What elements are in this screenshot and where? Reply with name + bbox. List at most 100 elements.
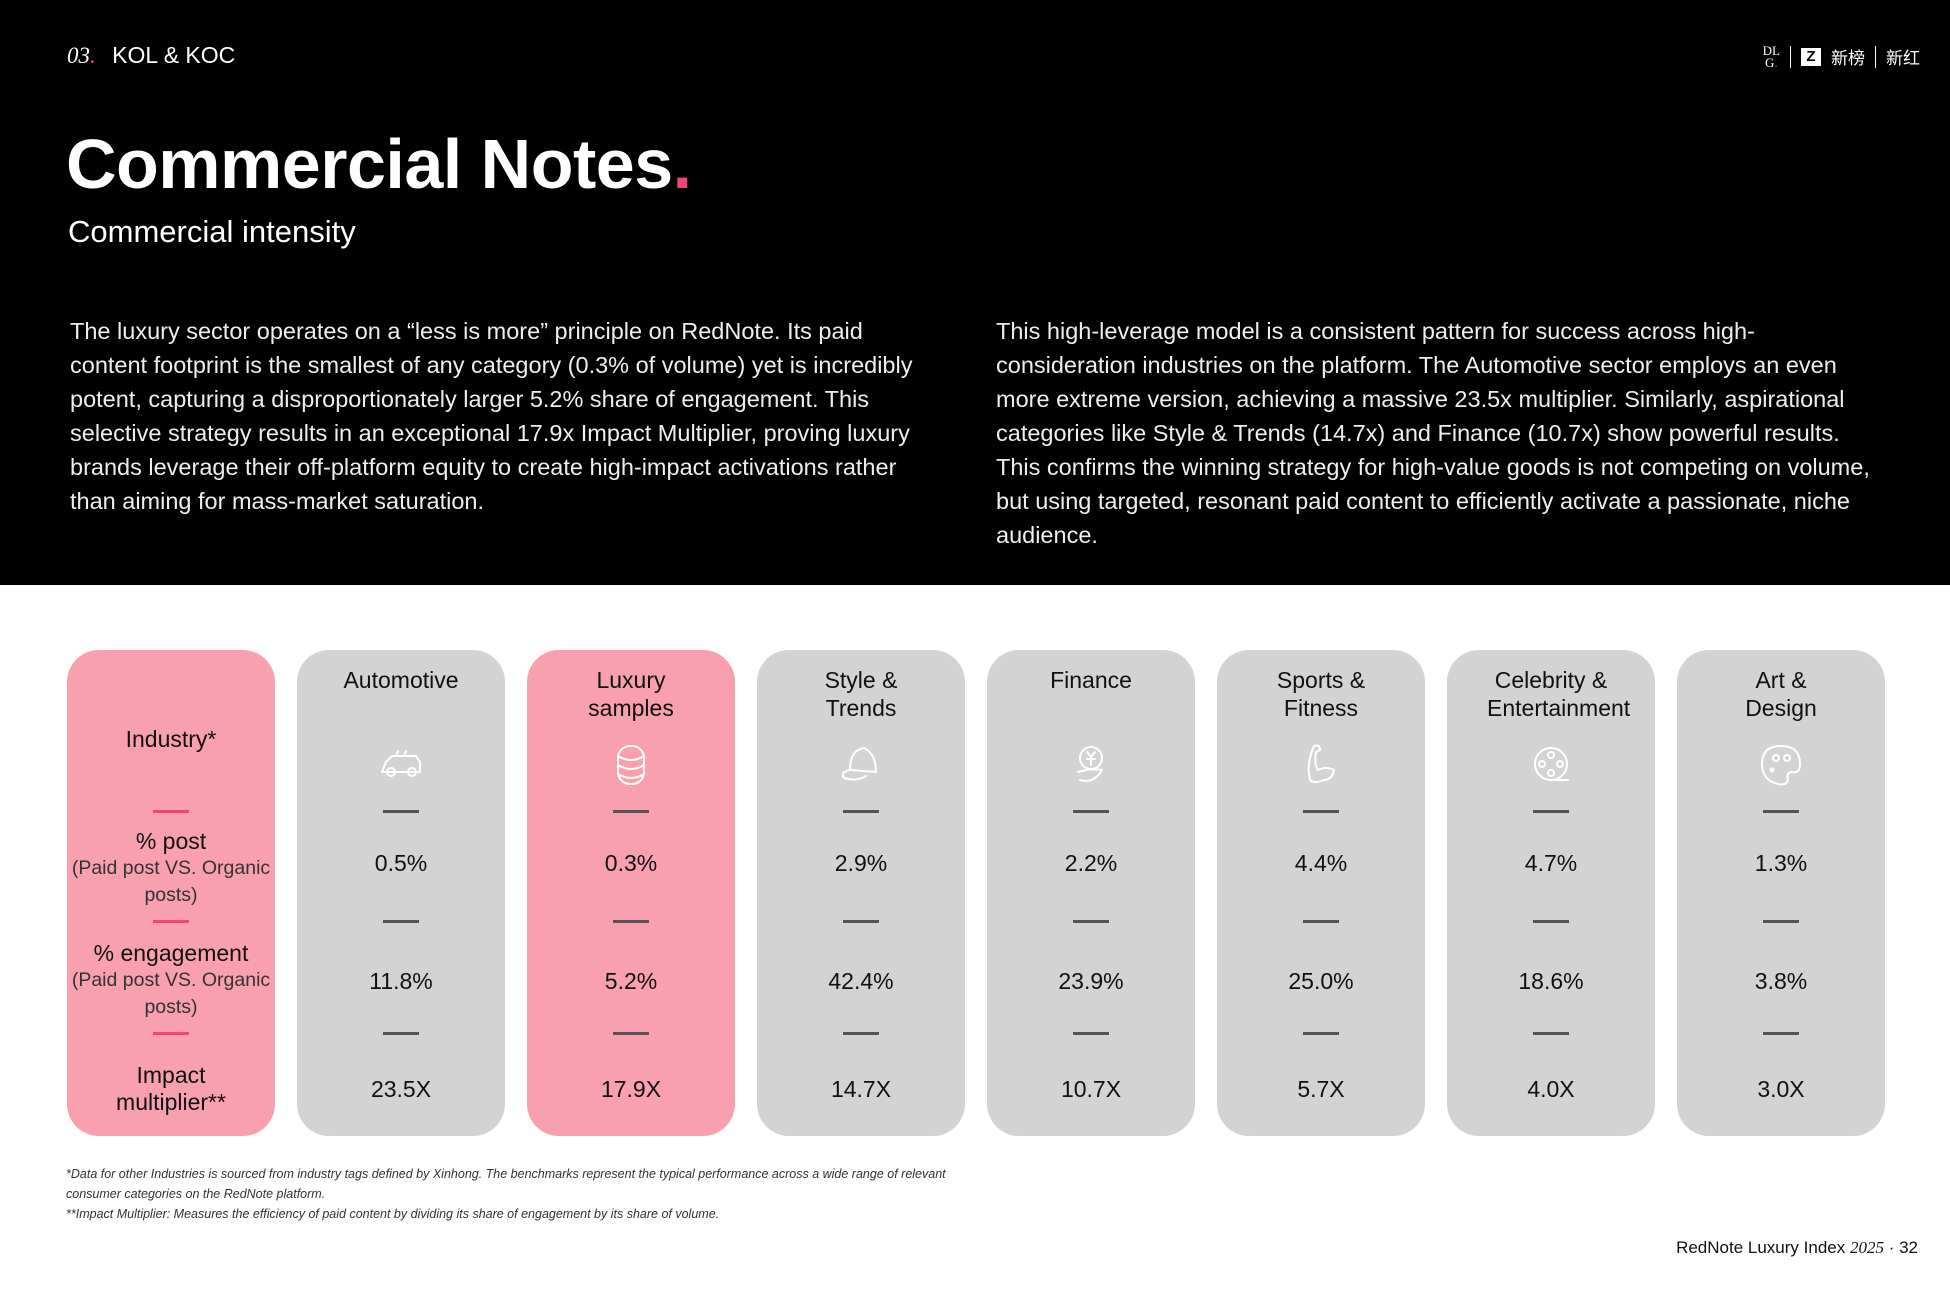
header-band: 03. KOL & KOC DL G. Z 新榜 新红 Commercial No…	[0, 0, 1950, 585]
divider	[153, 1032, 189, 1035]
divider	[1303, 810, 1339, 813]
divider	[1073, 1032, 1109, 1035]
brand-logos: DL G. Z 新榜 新红	[1763, 44, 1920, 69]
engagement-label: % engagement (Paid post VS. Organic posts…	[67, 940, 275, 1021]
engagement-share-value: 3.8%	[1754, 968, 1808, 994]
post-sublabel: (Paid post VS. Organic posts)	[71, 857, 271, 906]
post-share-value: 1.3%	[1754, 850, 1808, 876]
impact-multiplier-value: 3.0X	[1757, 1076, 1805, 1102]
divider	[1875, 45, 1876, 68]
industry-label: Industry*	[125, 726, 217, 752]
paragraph-left: The luxury sector operates on a “less is…	[70, 318, 913, 514]
post-share-value: 0.5%	[374, 850, 428, 876]
divider	[383, 810, 419, 813]
industry-card: Automotive 0.5% 11.8% 23.5X	[297, 650, 505, 1136]
engagement-share-value: 23.9%	[1058, 968, 1124, 994]
divider	[1790, 45, 1791, 68]
engagement-label-text: % engagement	[93, 940, 249, 966]
industry-name: Art & Design	[1745, 667, 1817, 721]
engagement-share-value: 18.6%	[1518, 968, 1584, 994]
footnotes: *Data for other Industries is sourced fr…	[66, 1164, 966, 1224]
section-title: KOL & KOC	[112, 42, 236, 68]
divider	[153, 810, 189, 813]
coin-stack-icon	[527, 740, 735, 790]
impact-multiplier-value: 10.7X	[1060, 1076, 1122, 1102]
page-subtitle: Commercial intensity	[68, 214, 356, 249]
industry-card: Finance 2.2% 23.9% 10.7X	[987, 650, 1195, 1136]
post-label-text: % post	[135, 828, 207, 854]
divider	[153, 920, 189, 923]
post-label: % post (Paid post VS. Organic posts)	[67, 828, 275, 909]
engagement-sublabel: (Paid post VS. Organic posts)	[71, 969, 271, 1018]
palette-icon	[1677, 740, 1885, 790]
divider	[1073, 810, 1109, 813]
industry-name: Luxury samples	[588, 667, 674, 721]
divider	[383, 920, 419, 923]
section-dot: .	[90, 43, 96, 68]
footnote-2: **Impact Multiplier: Measures the effici…	[66, 1207, 720, 1221]
film-reel-icon	[1447, 740, 1655, 790]
impact-multiplier-value: 23.5X	[370, 1076, 432, 1102]
engagement-share-value: 5.2%	[604, 968, 658, 994]
divider	[1763, 920, 1799, 923]
report-name: RedNote Luxury Index	[1676, 1238, 1846, 1257]
engagement-share-value: 42.4%	[828, 968, 894, 994]
industry-name: Style & Trends	[824, 667, 898, 721]
industry-card: Celebrity & Entertainment 4.7% 18.6% 4.0X	[1447, 650, 1655, 1136]
title-dot: .	[672, 125, 692, 203]
divider	[1763, 810, 1799, 813]
page-number: 32	[1899, 1238, 1918, 1257]
muscle-arm-icon	[1217, 740, 1425, 790]
xinhong-logo: 新红	[1886, 49, 1920, 68]
newrank-logo-icon: Z	[1801, 47, 1821, 66]
engagement-share-value: 25.0%	[1288, 968, 1354, 994]
page-footer: RedNote Luxury Index 2025 · 32	[1676, 1238, 1918, 1257]
impact-multiplier-value: 4.0X	[1527, 1076, 1575, 1102]
divider	[843, 810, 879, 813]
cap-icon	[757, 740, 965, 790]
industry-name: Automotive	[343, 667, 459, 693]
divider	[843, 920, 879, 923]
impact-multiplier-value: 14.7X	[830, 1076, 892, 1102]
industry-name: Sports & Fitness	[1276, 667, 1366, 721]
divider	[1533, 1032, 1569, 1035]
impact-label: Impact multiplier**	[116, 1062, 226, 1115]
divider	[1533, 920, 1569, 923]
divider	[613, 920, 649, 923]
divider	[1073, 920, 1109, 923]
row-header-card: Industry* % post (Paid post VS. Organic p…	[67, 650, 275, 1136]
page-title: Commercial Notes.	[66, 124, 692, 204]
industry-name: Celebrity & Entertainment	[1487, 667, 1631, 721]
yuan-hand-icon	[987, 740, 1195, 790]
industry-card: Sports & Fitness 4.4% 25.0% 5.7X	[1217, 650, 1425, 1136]
divider	[1303, 920, 1339, 923]
post-share-value: 0.3%	[604, 850, 658, 876]
dlg-logo: DL G.	[1762, 42, 1780, 70]
page-title-text: Commercial Notes	[66, 125, 673, 203]
paragraph-right: This high-leverage model is a consistent…	[996, 318, 1870, 548]
section-label: 03. KOL & KOC	[67, 42, 235, 69]
divider	[1303, 1032, 1339, 1035]
newrank-logo: 新榜	[1831, 49, 1865, 68]
impact-multiplier-value: 17.9X	[600, 1076, 662, 1102]
post-share-value: 4.7%	[1524, 850, 1578, 876]
divider	[613, 810, 649, 813]
post-share-value: 4.4%	[1294, 850, 1348, 876]
divider	[1763, 1032, 1799, 1035]
footnote-1: *Data for other Industries is sourced fr…	[66, 1167, 946, 1201]
car-icon	[297, 740, 505, 790]
report-year: 2025	[1849, 1238, 1884, 1257]
engagement-share-value: 11.8%	[369, 968, 433, 994]
industry-name: Finance	[1050, 667, 1132, 693]
industry-card: Style & Trends 2.9% 42.4% 14.7X	[757, 650, 965, 1136]
divider	[843, 1032, 879, 1035]
divider	[613, 1032, 649, 1035]
industry-card: Luxury samples 0.3% 5.2% 17.9X	[527, 650, 735, 1136]
industry-card: Art & Design 1.3% 3.8% 3.0X	[1677, 650, 1885, 1136]
post-share-value: 2.2%	[1064, 850, 1118, 876]
divider	[1533, 810, 1569, 813]
impact-multiplier-value: 5.7X	[1297, 1076, 1345, 1102]
divider	[383, 1032, 419, 1035]
section-number: 03	[67, 43, 90, 68]
post-share-value: 2.9%	[834, 850, 888, 876]
